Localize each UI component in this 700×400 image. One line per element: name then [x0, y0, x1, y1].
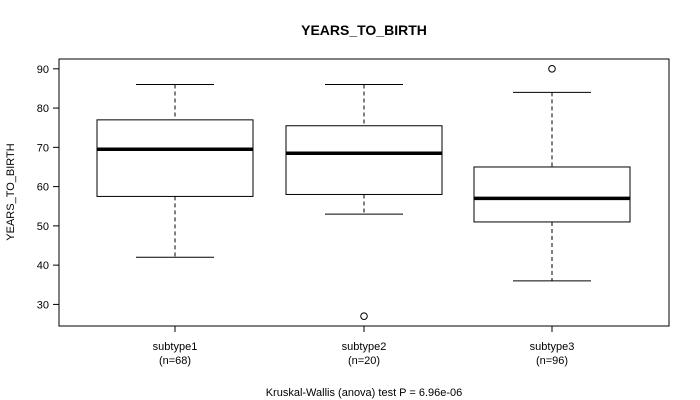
y-tick-label: 60 — [37, 182, 49, 194]
y-tick-label: 50 — [37, 221, 49, 233]
y-tick-label: 70 — [37, 142, 49, 154]
sample-size-label-subtype1: (n=68) — [159, 355, 191, 367]
sample-size-label-subtype2: (n=20) — [348, 355, 380, 367]
interquartile-box — [96, 119, 254, 197]
x-axis-labels: subtype1 (n=68) subtype2 (n=20) subtype3 (n=9… — [153, 325, 575, 367]
y-tick-label: 80 — [37, 103, 49, 115]
y-tick-label: 30 — [37, 299, 49, 311]
box-subtype2 — [285, 84, 443, 320]
x-tick-label-subtype1: subtype1 — [153, 341, 198, 353]
box-subtype1 — [96, 84, 254, 258]
y-axis-label: YEARS_TO_BIRTH — [5, 143, 17, 240]
chart-title: YEARS_TO_BIRTH — [301, 22, 427, 38]
boxplot-series — [96, 65, 631, 320]
outlier-point — [360, 312, 368, 320]
sample-size-label-subtype3: (n=96) — [536, 355, 568, 367]
x-tick-label-subtype3: subtype3 — [530, 341, 575, 353]
interquartile-box — [285, 125, 443, 195]
x-tick-label-subtype2: subtype2 — [342, 341, 387, 353]
kruskal-wallis-footer: Kruskal-Wallis (anova) test P = 6.96e-06 — [266, 387, 463, 399]
y-tick-label: 40 — [37, 260, 49, 272]
outlier-point — [548, 65, 556, 73]
y-axis: 30 40 50 60 70 80 90 — [37, 64, 60, 311]
y-tick-label: 90 — [37, 64, 49, 76]
box-subtype3 — [473, 65, 631, 282]
interquartile-box — [473, 166, 631, 223]
